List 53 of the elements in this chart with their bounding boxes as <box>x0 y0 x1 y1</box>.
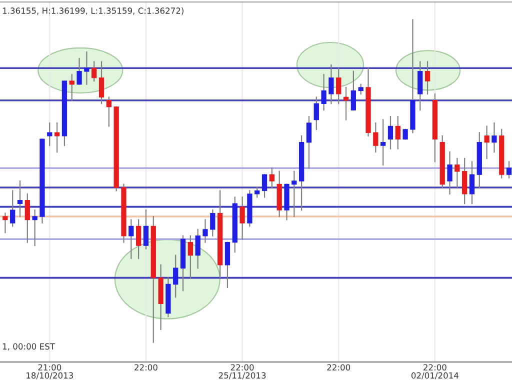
candlestick <box>395 116 400 150</box>
candlestick <box>106 96 112 127</box>
candlestick <box>195 228 200 269</box>
candlestick <box>492 122 497 153</box>
x-tick-label: 22:00 <box>134 364 158 371</box>
x-tick-label: 22:00 <box>327 364 350 371</box>
x-tick-label: 22:00 02/01/2014 <box>411 364 458 380</box>
candlestick <box>262 174 268 198</box>
candlestick <box>388 116 394 150</box>
candlestick <box>484 126 490 160</box>
candlestick <box>76 58 82 85</box>
candlestick <box>84 51 90 85</box>
candlestick <box>418 61 423 111</box>
text: 1, 00:00 EST <box>2 343 55 350</box>
candlestick <box>328 64 334 104</box>
x-tick-label: 22:00 25/11/2013 <box>218 364 266 380</box>
candlestick <box>469 161 475 204</box>
candlestick <box>17 180 23 218</box>
candlestick <box>380 119 386 166</box>
candlestick <box>224 242 230 288</box>
candlestick <box>136 219 142 260</box>
candlestick <box>128 219 134 260</box>
text: 1.36155, H:1.36199, L:1.35159, C:1.36272) <box>2 7 184 15</box>
x-tick-label: 21:00 18/10/2013 <box>26 364 73 380</box>
candlestick <box>32 210 38 246</box>
candlestick <box>454 158 460 188</box>
candlestick <box>402 128 408 140</box>
candlestick <box>306 116 312 169</box>
candlestick <box>314 96 319 130</box>
candlestick <box>269 168 275 188</box>
candlestick <box>462 158 468 204</box>
candlestick <box>10 190 16 227</box>
candlestick <box>188 235 193 278</box>
candlestick <box>447 151 452 194</box>
candlestick <box>321 74 326 111</box>
candlestick <box>254 186 260 198</box>
candlestick <box>202 219 208 243</box>
candlestick <box>69 74 74 101</box>
candlestick <box>2 212 8 234</box>
candlestick <box>24 193 30 243</box>
candlestick <box>240 196 245 240</box>
candlestick <box>92 61 97 82</box>
candlestick <box>210 210 216 236</box>
candlestick <box>173 254 178 298</box>
candlestick <box>424 61 430 94</box>
candlestick <box>350 70 356 111</box>
candlestick <box>336 68 342 104</box>
candlestick <box>506 161 512 178</box>
candlestick <box>143 210 149 250</box>
candlestick <box>292 170 297 218</box>
candlestick <box>373 122 378 153</box>
candlestick <box>358 84 364 94</box>
candlestick <box>98 61 104 104</box>
